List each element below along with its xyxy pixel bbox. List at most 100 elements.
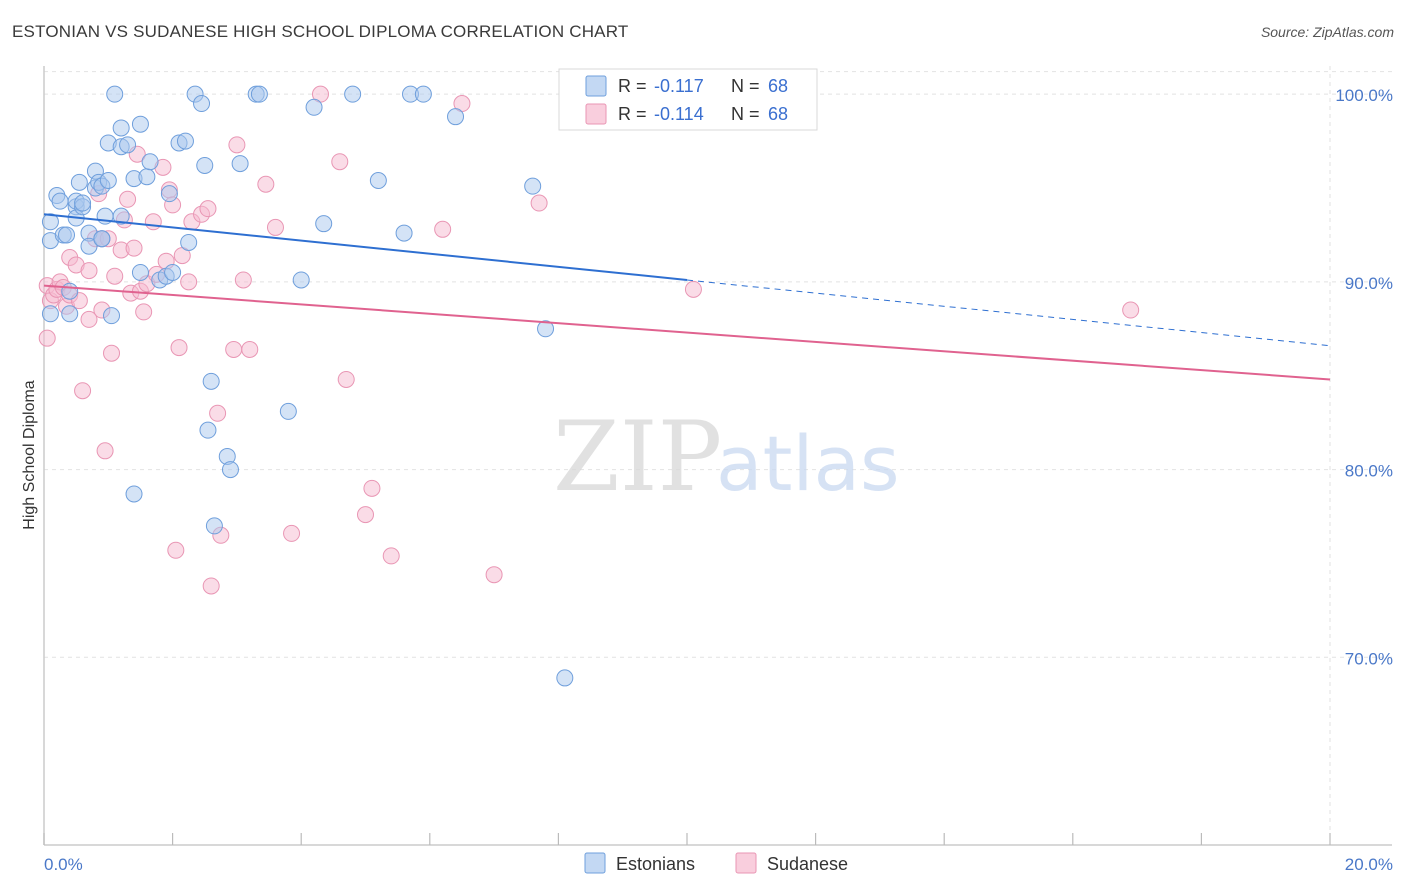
estonians-point [305, 98, 323, 116]
estonians-point [250, 85, 268, 103]
y-tick-label-1: 80.0% [1345, 462, 1393, 481]
sudanese-point [144, 213, 162, 231]
estonians-point [112, 207, 130, 225]
sudanese-point [228, 136, 246, 154]
estonians-points [41, 85, 574, 687]
series-legend-estonians: Estonians [616, 854, 695, 874]
estonians-point [164, 263, 182, 281]
estonians-point [41, 213, 59, 231]
sudanese-point [530, 194, 548, 212]
y-tick-label-0: 70.0% [1345, 649, 1393, 668]
legend-n-value-1: 68 [768, 104, 788, 124]
estonians-point [80, 237, 98, 255]
legend-r-value-0: -0.117 [654, 76, 704, 96]
y-tick-label-2: 90.0% [1345, 274, 1393, 293]
estonians-point [160, 185, 178, 203]
sudanese-trend-line [43, 284, 1331, 381]
sudanese-point [684, 280, 702, 298]
estonians-point [61, 305, 79, 323]
legend-swatch-estonians [585, 75, 607, 97]
legend-swatch-sudanese [585, 103, 607, 125]
watermark: ZIP atlas [553, 401, 900, 513]
estonians-point [112, 119, 130, 137]
estonians-point [131, 115, 149, 133]
sudanese-point [209, 404, 227, 422]
legend-n-value-0: 68 [768, 76, 788, 96]
estonians-point [193, 95, 211, 113]
y-axis-label: High School Diploma [21, 380, 38, 530]
estonians-point [202, 372, 220, 390]
estonians-point [176, 132, 194, 150]
sudanese-point [202, 577, 220, 595]
estonians-point [524, 177, 542, 195]
chart-title: ESTONIAN VS SUDANESE HIGH SCHOOL DIPLOMA… [12, 22, 629, 41]
trend-lines [43, 213, 1331, 381]
estonians-trend-extension [686, 279, 1331, 347]
estonians-point [41, 305, 59, 323]
sudanese-point [357, 506, 374, 524]
legend-n-label-1: N = [731, 104, 760, 124]
estonians-point [106, 85, 124, 103]
estonians-point [131, 263, 149, 281]
sudanese-point [283, 524, 301, 542]
estonians-point [231, 155, 249, 173]
sudanese-point [106, 267, 124, 285]
sudanese-point [241, 340, 259, 358]
sudanese-point [225, 340, 243, 358]
series-legend: Estonians Sudanese [584, 852, 848, 874]
grid-lines [44, 66, 1392, 845]
estonians-point [125, 485, 143, 503]
sudanese-point [125, 239, 143, 257]
sudanese-point [167, 541, 185, 559]
legend-r-label-0: R = [618, 76, 647, 96]
sudanese-point [266, 218, 284, 236]
estonians-point [199, 421, 217, 439]
sudanese-point [234, 271, 252, 289]
estonians-point [315, 215, 333, 233]
legend-r-value-1: -0.114 [654, 104, 704, 124]
estonians-point [196, 156, 214, 174]
sudanese-point [135, 303, 153, 321]
series-legend-sudanese: Sudanese [767, 854, 848, 874]
estonians-point [447, 108, 465, 126]
estonians-point [369, 172, 387, 190]
estonians-point [180, 233, 198, 251]
estonians-point [537, 320, 555, 338]
y-tick-label-3: 100.0% [1335, 86, 1393, 105]
estonians-point [61, 282, 79, 300]
sudanese-point [119, 190, 137, 208]
estonians-point [292, 271, 310, 289]
watermark-zip: ZIP [553, 401, 722, 513]
estonians-point [103, 307, 121, 325]
x-tick-label-1: 20.0% [1345, 855, 1393, 874]
estonians-point [74, 194, 92, 212]
sudanese-point [180, 273, 198, 291]
sudanese-point [363, 479, 381, 497]
sudanese-point [170, 339, 188, 357]
sudanese-point [434, 220, 452, 238]
estonians-point [141, 153, 159, 171]
sudanese-point [38, 329, 56, 347]
estonians-point [58, 226, 76, 244]
correlation-legend: R = -0.117 N = 68 R = -0.114 N = 68 [558, 68, 818, 131]
estonians-point [138, 168, 156, 186]
estonians-point [70, 173, 88, 191]
estonians-point [556, 669, 574, 687]
axes [43, 66, 1392, 846]
estonians-point [99, 172, 117, 190]
sudanese-point [485, 566, 503, 584]
sudanese-point [74, 382, 92, 400]
legend-r-label-1: R = [618, 104, 647, 124]
sudanese-point [337, 370, 355, 388]
sudanese-point [80, 262, 98, 280]
tick-labels: 70.0% 80.0% 90.0% 100.0% 0.0% 20.0% [44, 86, 1393, 874]
sudanese-point [80, 310, 98, 328]
sudanese-point [199, 200, 217, 218]
watermark-atlas: atlas [716, 419, 900, 508]
estonians-point [221, 461, 239, 479]
sudanese-point [103, 344, 121, 362]
estonians-point [51, 192, 69, 210]
x-tick-label-0: 0.0% [44, 855, 83, 874]
sudanese-point [96, 442, 114, 460]
